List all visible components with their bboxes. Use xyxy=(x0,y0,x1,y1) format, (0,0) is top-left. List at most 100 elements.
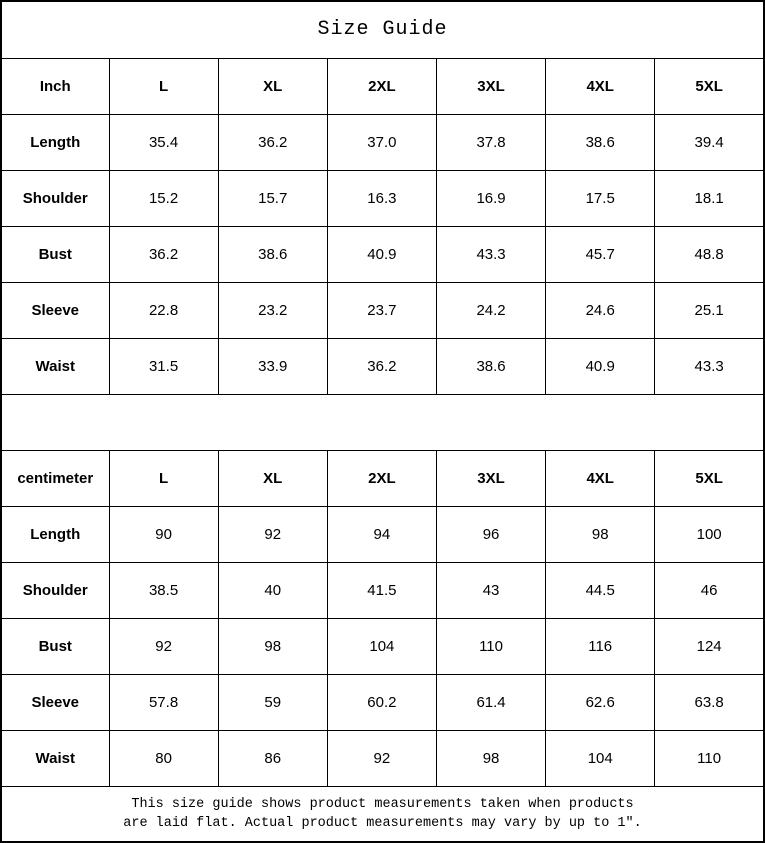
cell: 92 xyxy=(217,505,328,563)
row-label: Bust xyxy=(0,225,110,283)
unit-label-inch: Inch xyxy=(0,57,110,115)
cell: 92 xyxy=(326,729,437,787)
cell: 16.9 xyxy=(435,169,547,227)
cell: 15.2 xyxy=(108,169,219,227)
cell: 57.8 xyxy=(108,673,219,731)
cell: 86 xyxy=(217,729,328,787)
unit-label-centimeter: centimeter xyxy=(0,449,110,507)
size-header-4xl: 4XL xyxy=(545,449,656,507)
cell: 39.4 xyxy=(654,113,765,171)
cell: 98 xyxy=(217,617,328,675)
cell: 124 xyxy=(654,617,765,675)
cell: 41.5 xyxy=(326,561,437,619)
cell: 43.3 xyxy=(435,225,547,283)
footnote-row: This size guide shows product measuremen… xyxy=(0,785,765,843)
cell: 94 xyxy=(326,505,437,563)
cell: 22.8 xyxy=(108,281,219,339)
table-row: Waist 80 86 92 98 104 110 xyxy=(0,729,765,787)
size-header-3xl: 3XL xyxy=(435,449,547,507)
cell: 116 xyxy=(545,617,656,675)
cell: 15.7 xyxy=(217,169,328,227)
cell: 40.9 xyxy=(545,337,656,395)
row-label: Shoulder xyxy=(0,169,110,227)
footnote: This size guide shows product measuremen… xyxy=(0,785,765,843)
cell: 37.8 xyxy=(435,113,547,171)
spacer-row xyxy=(0,393,765,451)
table-row: Sleeve 22.8 23.2 23.7 24.2 24.6 25.1 xyxy=(0,281,765,339)
cell: 36.2 xyxy=(326,337,437,395)
size-header-xl: XL xyxy=(217,449,328,507)
cell: 61.4 xyxy=(435,673,547,731)
size-header-4xl: 4XL xyxy=(545,57,656,115)
cell: 46 xyxy=(654,561,765,619)
cell: 24.6 xyxy=(545,281,656,339)
cell: 43 xyxy=(435,561,547,619)
cell: 48.8 xyxy=(654,225,765,283)
cell: 33.9 xyxy=(217,337,328,395)
cell: 17.5 xyxy=(545,169,656,227)
row-label: Waist xyxy=(0,337,110,395)
cell: 38.6 xyxy=(435,337,547,395)
size-header-5xl: 5XL xyxy=(654,449,765,507)
cell: 35.4 xyxy=(108,113,219,171)
cell: 44.5 xyxy=(545,561,656,619)
cell: 110 xyxy=(435,617,547,675)
size-header-3xl: 3XL xyxy=(435,57,547,115)
cell: 92 xyxy=(108,617,219,675)
size-header-2xl: 2XL xyxy=(326,449,437,507)
cell: 38.6 xyxy=(545,113,656,171)
cell: 98 xyxy=(545,505,656,563)
cell: 59 xyxy=(217,673,328,731)
cell: 24.2 xyxy=(435,281,547,339)
row-label: Length xyxy=(0,113,110,171)
title-row: Size Guide xyxy=(0,0,765,59)
table-row: Length 35.4 36.2 37.0 37.8 38.6 39.4 xyxy=(0,113,765,171)
inch-header-row: Inch L XL 2XL 3XL 4XL 5XL xyxy=(0,57,765,115)
cell: 80 xyxy=(108,729,219,787)
cell: 104 xyxy=(545,729,656,787)
row-label: Waist xyxy=(0,729,110,787)
cell: 60.2 xyxy=(326,673,437,731)
row-label: Bust xyxy=(0,617,110,675)
row-label: Length xyxy=(0,505,110,563)
cell: 25.1 xyxy=(654,281,765,339)
cell: 110 xyxy=(654,729,765,787)
cell: 62.6 xyxy=(545,673,656,731)
cell: 40.9 xyxy=(326,225,437,283)
cell: 45.7 xyxy=(545,225,656,283)
footnote-line-1: This size guide shows product measuremen… xyxy=(131,796,634,812)
cell: 98 xyxy=(435,729,547,787)
cell: 104 xyxy=(326,617,437,675)
spacer-cell xyxy=(0,393,765,451)
cell: 36.2 xyxy=(108,225,219,283)
row-label: Sleeve xyxy=(0,673,110,731)
footnote-line-2: are laid flat. Actual product measuremen… xyxy=(123,815,642,831)
cell: 40 xyxy=(217,561,328,619)
cell: 23.2 xyxy=(217,281,328,339)
cell: 96 xyxy=(435,505,547,563)
page-title: Size Guide xyxy=(0,0,765,59)
cell: 38.6 xyxy=(217,225,328,283)
cell: 16.3 xyxy=(326,169,437,227)
cell: 37.0 xyxy=(326,113,437,171)
row-label: Shoulder xyxy=(0,561,110,619)
size-header-xl: XL xyxy=(217,57,328,115)
size-header-2xl: 2XL xyxy=(326,57,437,115)
size-header-l: L xyxy=(108,57,219,115)
cell: 100 xyxy=(654,505,765,563)
cell: 18.1 xyxy=(654,169,765,227)
centimeter-header-row: centimeter L XL 2XL 3XL 4XL 5XL xyxy=(0,449,765,507)
cell: 23.7 xyxy=(326,281,437,339)
table-row: Shoulder 38.5 40 41.5 43 44.5 46 xyxy=(0,561,765,619)
cell: 43.3 xyxy=(654,337,765,395)
cell: 38.5 xyxy=(108,561,219,619)
cell: 90 xyxy=(108,505,219,563)
table-row: Shoulder 15.2 15.7 16.3 16.9 17.5 18.1 xyxy=(0,169,765,227)
size-header-l: L xyxy=(108,449,219,507)
table-row: Bust 36.2 38.6 40.9 43.3 45.7 48.8 xyxy=(0,225,765,283)
table-row: Waist 31.5 33.9 36.2 38.6 40.9 43.3 xyxy=(0,337,765,395)
cell: 63.8 xyxy=(654,673,765,731)
table-row: Length 90 92 94 96 98 100 xyxy=(0,505,765,563)
table-row: Bust 92 98 104 110 116 124 xyxy=(0,617,765,675)
